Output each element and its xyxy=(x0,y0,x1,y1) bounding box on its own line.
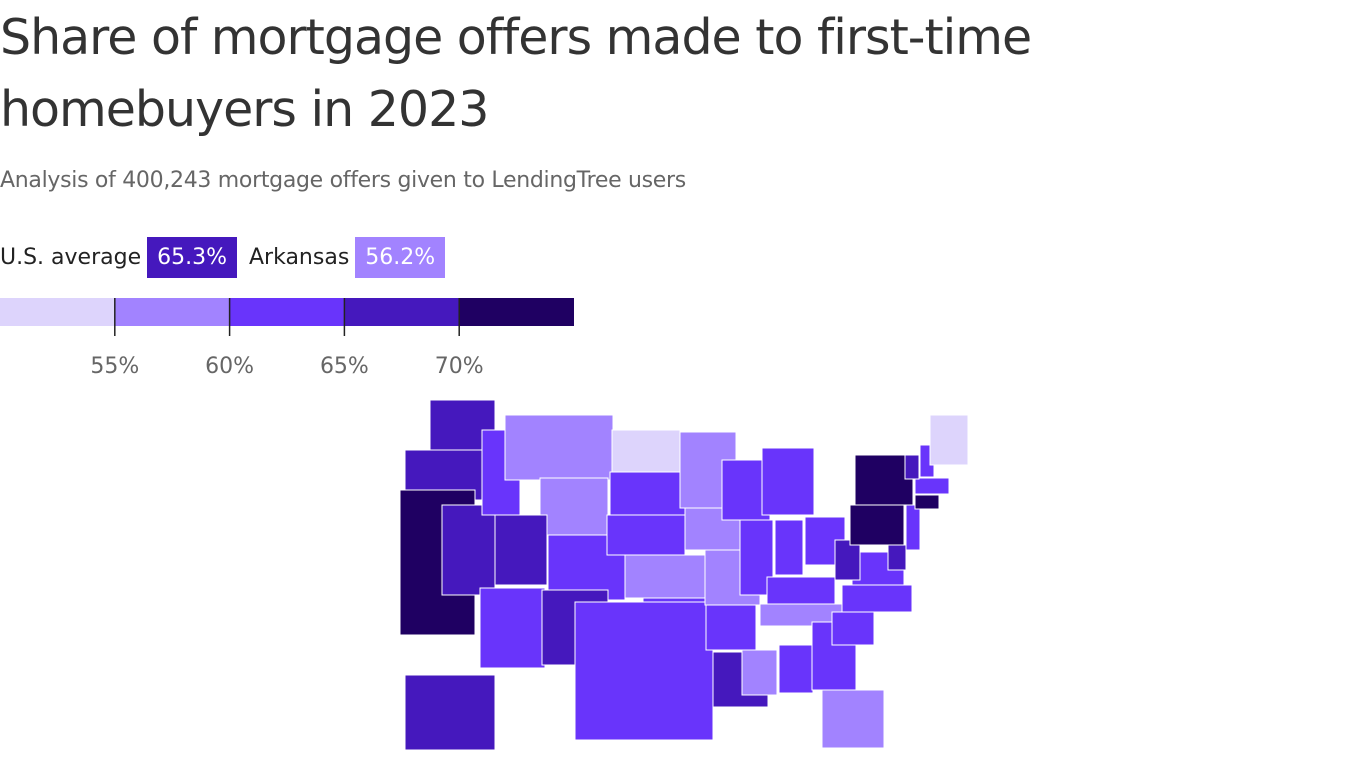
legend-swatch xyxy=(114,298,230,326)
region xyxy=(831,611,875,646)
region xyxy=(774,519,804,576)
legend-swatch xyxy=(344,298,460,326)
region xyxy=(441,504,496,596)
region xyxy=(914,477,950,495)
x-tick-label: 60% xyxy=(205,354,254,379)
region xyxy=(778,644,814,694)
region xyxy=(766,576,836,606)
chart-subtitle: Analysis of 400,243 mortgage offers give… xyxy=(0,168,686,193)
region xyxy=(834,539,861,581)
highlight-value: 65.3% xyxy=(147,237,237,278)
region xyxy=(609,471,686,516)
region xyxy=(539,477,609,536)
region xyxy=(854,454,914,506)
region xyxy=(929,414,969,466)
chart-title: Share of mortgage offers made to first-t… xyxy=(0,9,1032,138)
region xyxy=(504,414,614,481)
region xyxy=(904,454,920,480)
region xyxy=(705,604,757,651)
region xyxy=(905,504,921,551)
region xyxy=(606,514,686,556)
x-tick-label: 70% xyxy=(435,354,484,379)
region xyxy=(624,554,708,599)
region xyxy=(479,587,546,669)
region xyxy=(841,584,913,613)
region xyxy=(821,689,885,749)
region xyxy=(611,429,681,473)
region xyxy=(404,674,496,751)
legend-swatch xyxy=(0,298,115,326)
region xyxy=(849,504,905,546)
x-tick-label: 55% xyxy=(90,354,139,379)
legend-swatch xyxy=(229,298,345,326)
region xyxy=(887,544,907,571)
highlight-name: Arkansas xyxy=(249,245,350,270)
x-tick-label: 65% xyxy=(320,354,369,379)
region xyxy=(741,649,778,696)
region xyxy=(494,514,548,586)
highlight-value: 56.2% xyxy=(355,237,446,278)
highlight-name: U.S. average xyxy=(0,245,142,270)
region xyxy=(574,601,714,741)
legend-swatch xyxy=(459,298,574,326)
highlights: U.S. average 65.3% Arkansas 56.2% xyxy=(0,237,457,278)
region xyxy=(761,447,815,516)
region xyxy=(914,494,940,510)
